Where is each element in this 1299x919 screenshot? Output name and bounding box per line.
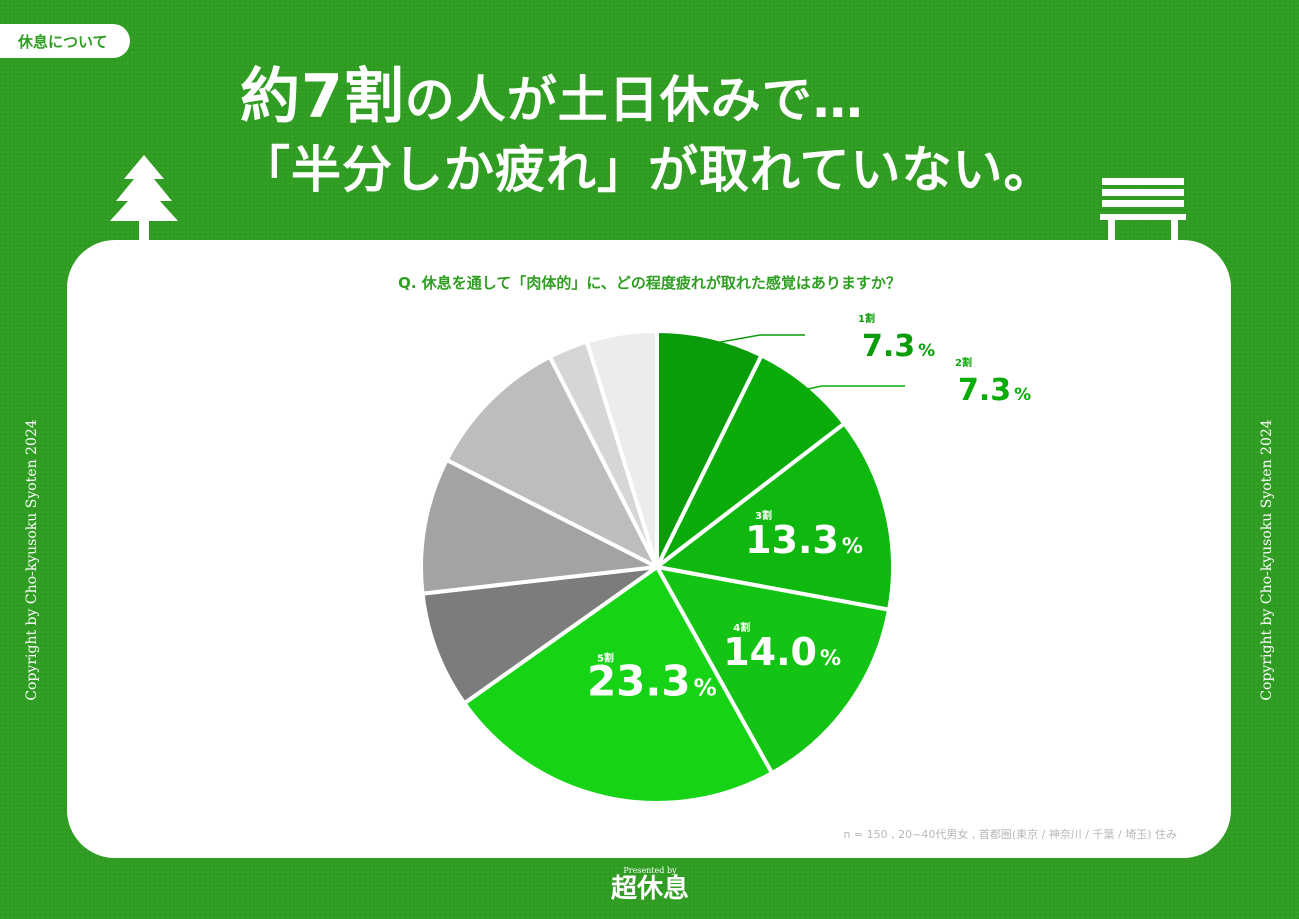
slice-category-label: 3割 [755,509,772,522]
section-tag: 休息について [0,24,130,58]
pie-slice [444,354,662,572]
slice-category-label: 1割 [858,312,875,325]
pie-slice [653,564,892,776]
pie-slice [419,457,664,596]
pie-slice [655,352,848,569]
pie-slice [584,328,659,568]
survey-question: Q. 休息を通して「肉体的」に、どの程度疲れが取れた感覚はありますか？ [398,274,901,292]
pie-slice [652,420,895,613]
slice-value-label: 7.3% [958,373,1031,408]
pie-slice [420,565,659,707]
pie-slice [655,328,765,568]
slice-category-label: 2割 [955,356,972,369]
headline-line2: 「半分しか疲れ」が取れていない。 [240,141,1055,199]
slice-value-label: 7.3% [862,329,935,364]
slice-category-label: 4割 [733,621,750,634]
headline: 約7割の人が土日休みで… 「半分しか疲れ」が取れていない。 [240,62,1055,205]
callout-line [708,334,805,345]
headline-line1: 約7割の人が土日休みで… [240,62,864,132]
sample-note: n = 150 , 20~40代男女 , 首都圏(東京 / 神奈川 / 千葉 /… [843,828,1177,841]
bench-icon [1100,178,1186,242]
slice-value-label: 23.3% [587,656,717,705]
slice-category-label: 5割 [597,651,614,664]
slice-value-label: 14.0% [723,630,841,674]
slice-value-label: 13.3% [745,518,863,562]
callout-line [802,385,905,391]
brand-logo: Presented by 超休息 [610,866,689,904]
tree-icon [110,155,178,245]
pie-slice [461,564,775,805]
